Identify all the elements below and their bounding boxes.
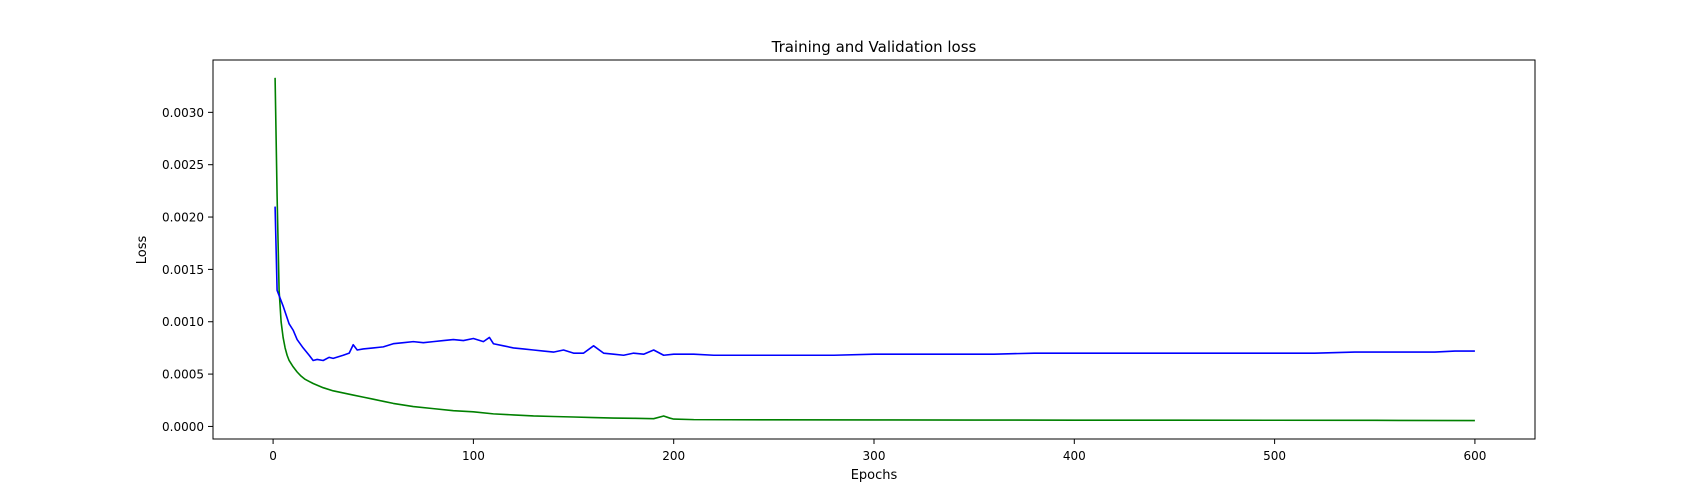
y-tick-label: 0.0005	[162, 368, 204, 382]
y-axis: 0.0000 0.0005 0.0010 0.0015 0.0020 0.0025 0.00…	[162, 106, 213, 434]
x-tick-label: 200	[662, 449, 685, 463]
y-axis-label: Loss	[135, 236, 150, 265]
x-tick-label: 400	[1063, 449, 1086, 463]
y-tick-label: 0.0020	[162, 211, 204, 225]
y-tick-label: 0.0010	[162, 315, 204, 329]
x-tick-label: 600	[1463, 449, 1486, 463]
y-tick-label: 0.0015	[162, 263, 204, 277]
x-tick-label: 300	[863, 449, 886, 463]
x-tick-label: 500	[1263, 449, 1286, 463]
series-line-green	[274, 77, 1475, 422]
y-tick-label: 0.0025	[162, 158, 204, 172]
x-axis-label: Epochs	[851, 468, 898, 483]
y-tick-label: 0.0030	[162, 106, 204, 120]
series-line-blue	[274, 206, 1475, 362]
x-tick-label: 0	[269, 449, 277, 463]
chart-title: Training and Validation loss	[771, 38, 977, 56]
x-tick-label: 100	[462, 449, 485, 463]
x-axis: 0 100 200 300 400 500 600	[269, 439, 1486, 463]
series-layer	[274, 77, 1475, 422]
y-tick-label: 0.0000	[162, 420, 204, 434]
plot-frame	[212, 59, 1536, 440]
